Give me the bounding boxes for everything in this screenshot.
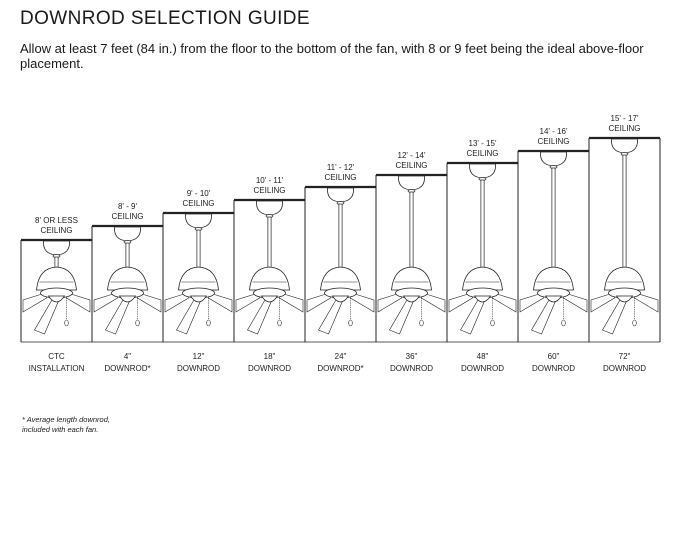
col-1-canopy	[43, 240, 70, 256]
col-3-blade-front	[176, 298, 201, 335]
col-3-pull-chain-fob	[206, 319, 211, 327]
col-6-downrod	[409, 191, 414, 269]
col-8-downrod-type-label: DOWNROD	[532, 364, 575, 373]
col-8-downrod-length-label: 60"	[548, 352, 560, 361]
col-7-blade-front	[460, 298, 485, 335]
col-2-pull-chain-fob	[135, 319, 140, 327]
col-7-downrod-type-label: DOWNROD	[461, 364, 504, 373]
col-1-light-bowl	[47, 295, 66, 303]
col-7-pull-chain-fob	[490, 319, 495, 327]
col-1-blade-front	[34, 298, 59, 335]
footnote-line-1: * Average length downrod,	[22, 415, 110, 424]
col-4-downrod	[267, 216, 272, 269]
col-3-ceiling-range-label: 9' - 10'	[187, 189, 211, 198]
col-5-ceiling-range-label: 11' - 12'	[327, 163, 355, 172]
col-9-pull-chain-fob	[632, 319, 637, 327]
col-2-ceiling-word-label: CEILING	[111, 212, 143, 221]
col-8-light-bowl	[544, 295, 563, 303]
col-9-ceiling-word-label: CEILING	[608, 124, 640, 133]
col-3-downrod-length-label: 12"	[193, 352, 205, 361]
col-8-pull-chain-fob	[561, 319, 566, 327]
col-8-blade-front	[531, 298, 556, 335]
col-4-downrod-type-label: DOWNROD	[248, 364, 291, 373]
col-3-downrod-type-label: DOWNROD	[177, 364, 220, 373]
col-2-canopy	[114, 226, 141, 242]
col-8-ceiling-range-label: 14' - 16'	[540, 127, 568, 136]
col-6-ceiling-range-label: 12' - 14'	[398, 151, 426, 160]
col-8-canopy	[540, 151, 567, 167]
col-4-motor-housing	[249, 266, 290, 291]
col-4-downrod-length-label: 18"	[264, 352, 276, 361]
footnote-line-2: included with each fan.	[22, 425, 99, 434]
col-4-canopy	[256, 200, 283, 216]
col-2-downrod-type-label: DOWNROD*	[104, 364, 150, 373]
col-6-downrod-length-label: 36"	[406, 352, 418, 361]
col-4-blade-front	[247, 298, 272, 335]
col-6-motor-housing	[391, 266, 432, 291]
col-4-light-bowl	[260, 295, 279, 303]
col-9-downrod-type-label: DOWNROD	[603, 364, 646, 373]
col-5-motor-housing	[320, 266, 361, 291]
col-1-ceiling-word-label: CEILING	[40, 226, 72, 235]
col-1-downrod-type-label: INSTALLATION	[29, 364, 85, 373]
col-6-blade-front	[389, 298, 414, 335]
col-6-canopy	[398, 175, 425, 191]
col-5-canopy	[327, 187, 354, 203]
footnote: * Average length downrod, included with …	[22, 415, 110, 435]
col-9-canopy	[611, 138, 638, 154]
col-6-light-bowl	[402, 295, 421, 303]
col-5-downrod	[338, 203, 343, 269]
col-7-canopy	[469, 163, 496, 179]
col-7-ceiling-range-label: 13' - 15'	[469, 139, 497, 148]
col-1-downrod-length-label: CTC	[48, 352, 65, 361]
col-4-ceiling-word-label: CEILING	[253, 186, 285, 195]
col-2-downrod-length-label: 4"	[124, 352, 131, 361]
col-1-motor-housing	[36, 266, 77, 291]
col-2-light-bowl	[118, 295, 137, 303]
col-9-ceiling-range-label: 15' - 17'	[611, 114, 639, 123]
col-2-ceiling-range-label: 8' - 9'	[118, 202, 138, 211]
col-5-ceiling-word-label: CEILING	[324, 173, 356, 182]
col-5-pull-chain-fob	[348, 319, 353, 327]
col-5-light-bowl	[331, 295, 350, 303]
col-3-canopy	[185, 213, 212, 229]
col-1-downrod	[54, 256, 59, 269]
col-2-downrod	[125, 242, 130, 269]
col-1-pull-chain-fob	[64, 319, 69, 327]
page-title: DOWNROD SELECTION GUIDE	[20, 8, 310, 29]
col-8-ceiling-word-label: CEILING	[537, 137, 569, 146]
col-6-pull-chain-fob	[419, 319, 424, 327]
col-2-blade-front	[105, 298, 130, 335]
col-7-light-bowl	[473, 295, 492, 303]
col-7-downrod-length-label: 48"	[477, 352, 489, 361]
col-9-light-bowl	[615, 295, 634, 303]
col-5-blade-front	[318, 298, 343, 335]
col-3-ceiling-word-label: CEILING	[182, 199, 214, 208]
col-5-downrod-length-label: 24"	[335, 352, 347, 361]
col-2-motor-housing	[107, 266, 148, 291]
col-6-downrod-type-label: DOWNROD	[390, 364, 433, 373]
col-1-ceiling-range-label: 8' OR LESS	[35, 216, 78, 225]
col-3-downrod	[196, 229, 201, 269]
col-9-blade-front	[602, 298, 627, 335]
col-9-downrod-length-label: 72"	[619, 352, 631, 361]
col-8-motor-housing	[533, 266, 574, 291]
col-7-motor-housing	[462, 266, 503, 291]
col-3-motor-housing	[178, 266, 219, 291]
col-7-downrod	[480, 179, 485, 269]
col-9-downrod	[622, 154, 627, 269]
col-9-motor-housing	[604, 266, 645, 291]
col-5-downrod-type-label: DOWNROD*	[317, 364, 363, 373]
col-4-ceiling-range-label: 10' - 11'	[256, 176, 284, 185]
intro-text: Allow at least 7 feet (84 in.) from the …	[20, 41, 644, 71]
col-3-light-bowl	[189, 295, 208, 303]
col-8-downrod	[551, 167, 556, 269]
col-7-ceiling-word-label: CEILING	[466, 149, 498, 158]
col-4-pull-chain-fob	[277, 319, 282, 327]
col-6-ceiling-word-label: CEILING	[395, 161, 427, 170]
